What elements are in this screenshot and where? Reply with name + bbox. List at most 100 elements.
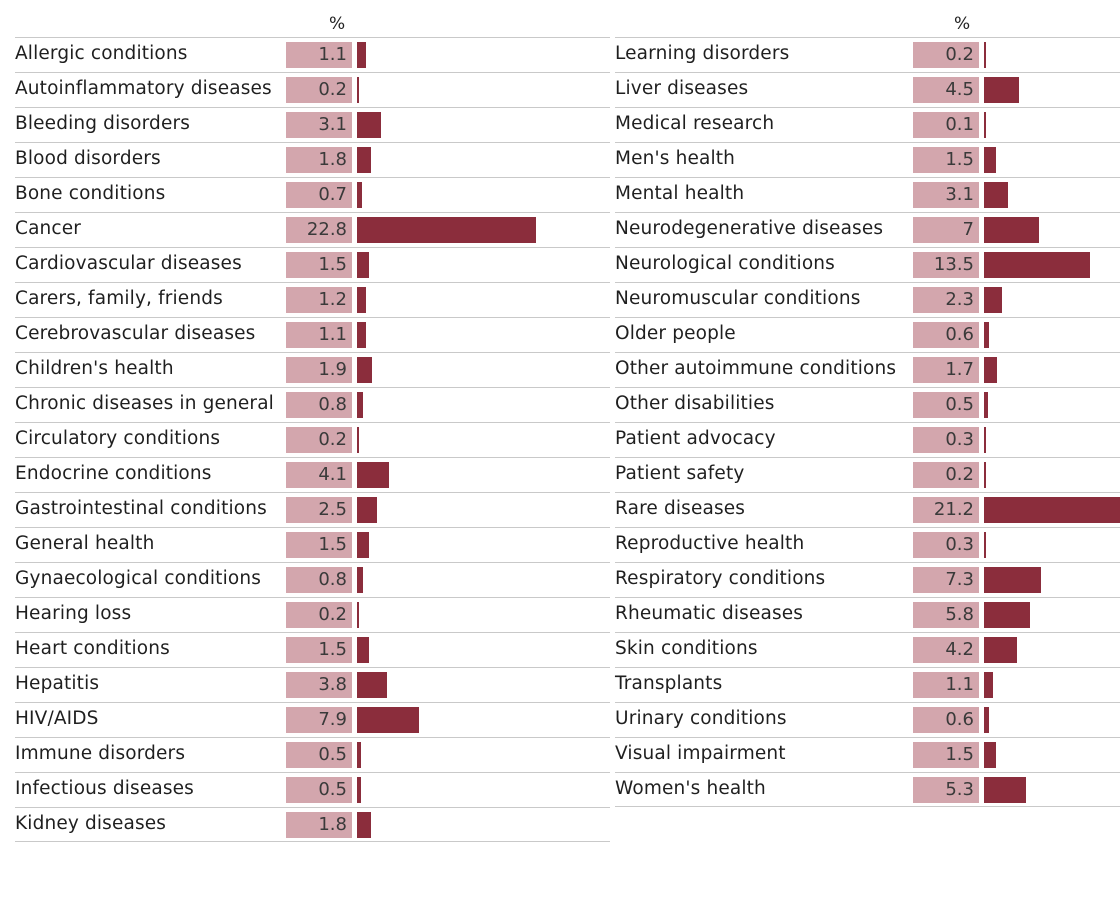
category-label: Men's health <box>615 148 736 169</box>
table-row: Neurodegenerative diseases 7 <box>615 212 1120 247</box>
bar <box>357 252 369 278</box>
bar <box>984 777 1026 803</box>
value-label: 2.3 <box>913 287 979 313</box>
table-row: Chronic diseases in general 0.8 <box>15 387 610 422</box>
table-row: Heart conditions 1.5 <box>15 632 610 667</box>
bar <box>357 42 366 68</box>
table-row: Infectious diseases 0.5 <box>15 772 610 807</box>
table-row: Hepatitis 3.8 <box>15 667 610 702</box>
value-label: 7 <box>913 217 979 243</box>
category-label: Infectious diseases <box>15 778 194 799</box>
bar <box>984 77 1020 103</box>
table-row: Rheumatic diseases 5.8 <box>615 597 1120 632</box>
value-label: 0.6 <box>913 322 979 348</box>
bar <box>984 672 993 698</box>
category-label: HIV/AIDS <box>15 708 99 729</box>
category-label: Circulatory conditions <box>15 428 221 449</box>
table-row: Circulatory conditions 0.2 <box>15 422 610 457</box>
category-label: Other autoimmune conditions <box>615 358 897 379</box>
category-label: Cardiovascular diseases <box>15 253 242 274</box>
value-label: 0.5 <box>286 742 352 768</box>
table-row: Immune disorders 0.5 <box>15 737 610 772</box>
bar <box>357 812 372 838</box>
table-row: Cancer 22.8 <box>15 212 610 247</box>
table-row: HIV/AIDS 7.9 <box>15 702 610 737</box>
value-label: 1.1 <box>286 322 352 348</box>
category-label: Skin conditions <box>615 638 758 659</box>
bar <box>984 567 1042 593</box>
category-label: Hearing loss <box>15 603 132 624</box>
value-label: 0.5 <box>286 777 352 803</box>
bar <box>984 392 988 418</box>
category-label: Hepatitis <box>15 673 100 694</box>
category-label: Bleeding disorders <box>15 113 191 134</box>
value-label: 2.5 <box>286 497 352 523</box>
value-label: 1.7 <box>913 357 979 383</box>
table-row: Reproductive health 0.3 <box>615 527 1120 562</box>
table-row: Neurological conditions 13.5 <box>615 247 1120 282</box>
table-row: Children's health 1.9 <box>15 352 610 387</box>
table-row: Rare diseases 21.2 <box>615 492 1120 527</box>
bar <box>984 112 986 138</box>
bar <box>984 742 996 768</box>
value-label: 4.5 <box>913 77 979 103</box>
table-row: Autoinflammatory diseases 0.2 <box>15 72 610 107</box>
bar <box>357 637 369 663</box>
category-label: Reproductive health <box>615 533 805 554</box>
category-label: Transplants <box>615 673 723 694</box>
value-label: 5.8 <box>913 602 979 628</box>
category-label: Neuromuscular conditions <box>615 288 861 309</box>
category-label: Cancer <box>15 218 82 239</box>
bar <box>357 217 536 243</box>
category-label: Patient advocacy <box>615 428 776 449</box>
category-label: Patient safety <box>615 463 745 484</box>
value-label: 1.5 <box>913 742 979 768</box>
right-column-header: % <box>954 14 971 34</box>
table-row: Learning disorders 0.2 <box>615 37 1120 72</box>
table-row: Respiratory conditions 7.3 <box>615 562 1120 597</box>
bar <box>984 182 1009 208</box>
category-label: Neurodegenerative diseases <box>615 218 884 239</box>
table-row: Urinary conditions 0.6 <box>615 702 1120 737</box>
table-row: Gynaecological conditions 0.8 <box>15 562 610 597</box>
bar <box>357 147 372 173</box>
category-label: Neurological conditions <box>615 253 835 274</box>
table-row: Women's health 5.3 <box>615 772 1120 807</box>
value-label: 4.1 <box>286 462 352 488</box>
bar <box>984 287 1003 313</box>
bar <box>357 357 372 383</box>
table-row: Bleeding disorders 3.1 <box>15 107 610 142</box>
category-label: Visual impairment <box>615 743 786 764</box>
category-label: Heart conditions <box>15 638 170 659</box>
category-label: Children's health <box>15 358 174 379</box>
value-label: 0.2 <box>913 42 979 68</box>
bar <box>357 777 361 803</box>
bar <box>357 112 382 138</box>
bar <box>357 602 359 628</box>
table-row: Blood disorders 1.8 <box>15 142 610 177</box>
category-label: Bone conditions <box>15 183 166 204</box>
table-row: Bone conditions 0.7 <box>15 177 610 212</box>
value-label: 0.7 <box>286 182 352 208</box>
bar <box>984 322 989 348</box>
value-label: 3.8 <box>286 672 352 698</box>
category-label: Learning disorders <box>615 43 790 64</box>
table-row: Men's health 1.5 <box>615 142 1120 177</box>
bar <box>357 427 359 453</box>
bar <box>357 742 361 768</box>
table-row: Visual impairment 1.5 <box>615 737 1120 772</box>
table-row: Skin conditions 4.2 <box>615 632 1120 667</box>
value-label: 1.1 <box>913 672 979 698</box>
table-row: Other autoimmune conditions 1.7 <box>615 352 1120 387</box>
bar <box>357 532 369 558</box>
category-label: Allergic conditions <box>15 43 188 64</box>
value-label: 0.1 <box>913 112 979 138</box>
category-label: Carers, family, friends <box>15 288 223 309</box>
category-label: Gastrointestinal conditions <box>15 498 267 519</box>
bar <box>984 497 1120 523</box>
category-label: Gynaecological conditions <box>15 568 262 589</box>
bar <box>357 392 364 418</box>
table-row: Hearing loss 0.2 <box>15 597 610 632</box>
bar <box>984 427 987 453</box>
bar <box>984 462 986 488</box>
